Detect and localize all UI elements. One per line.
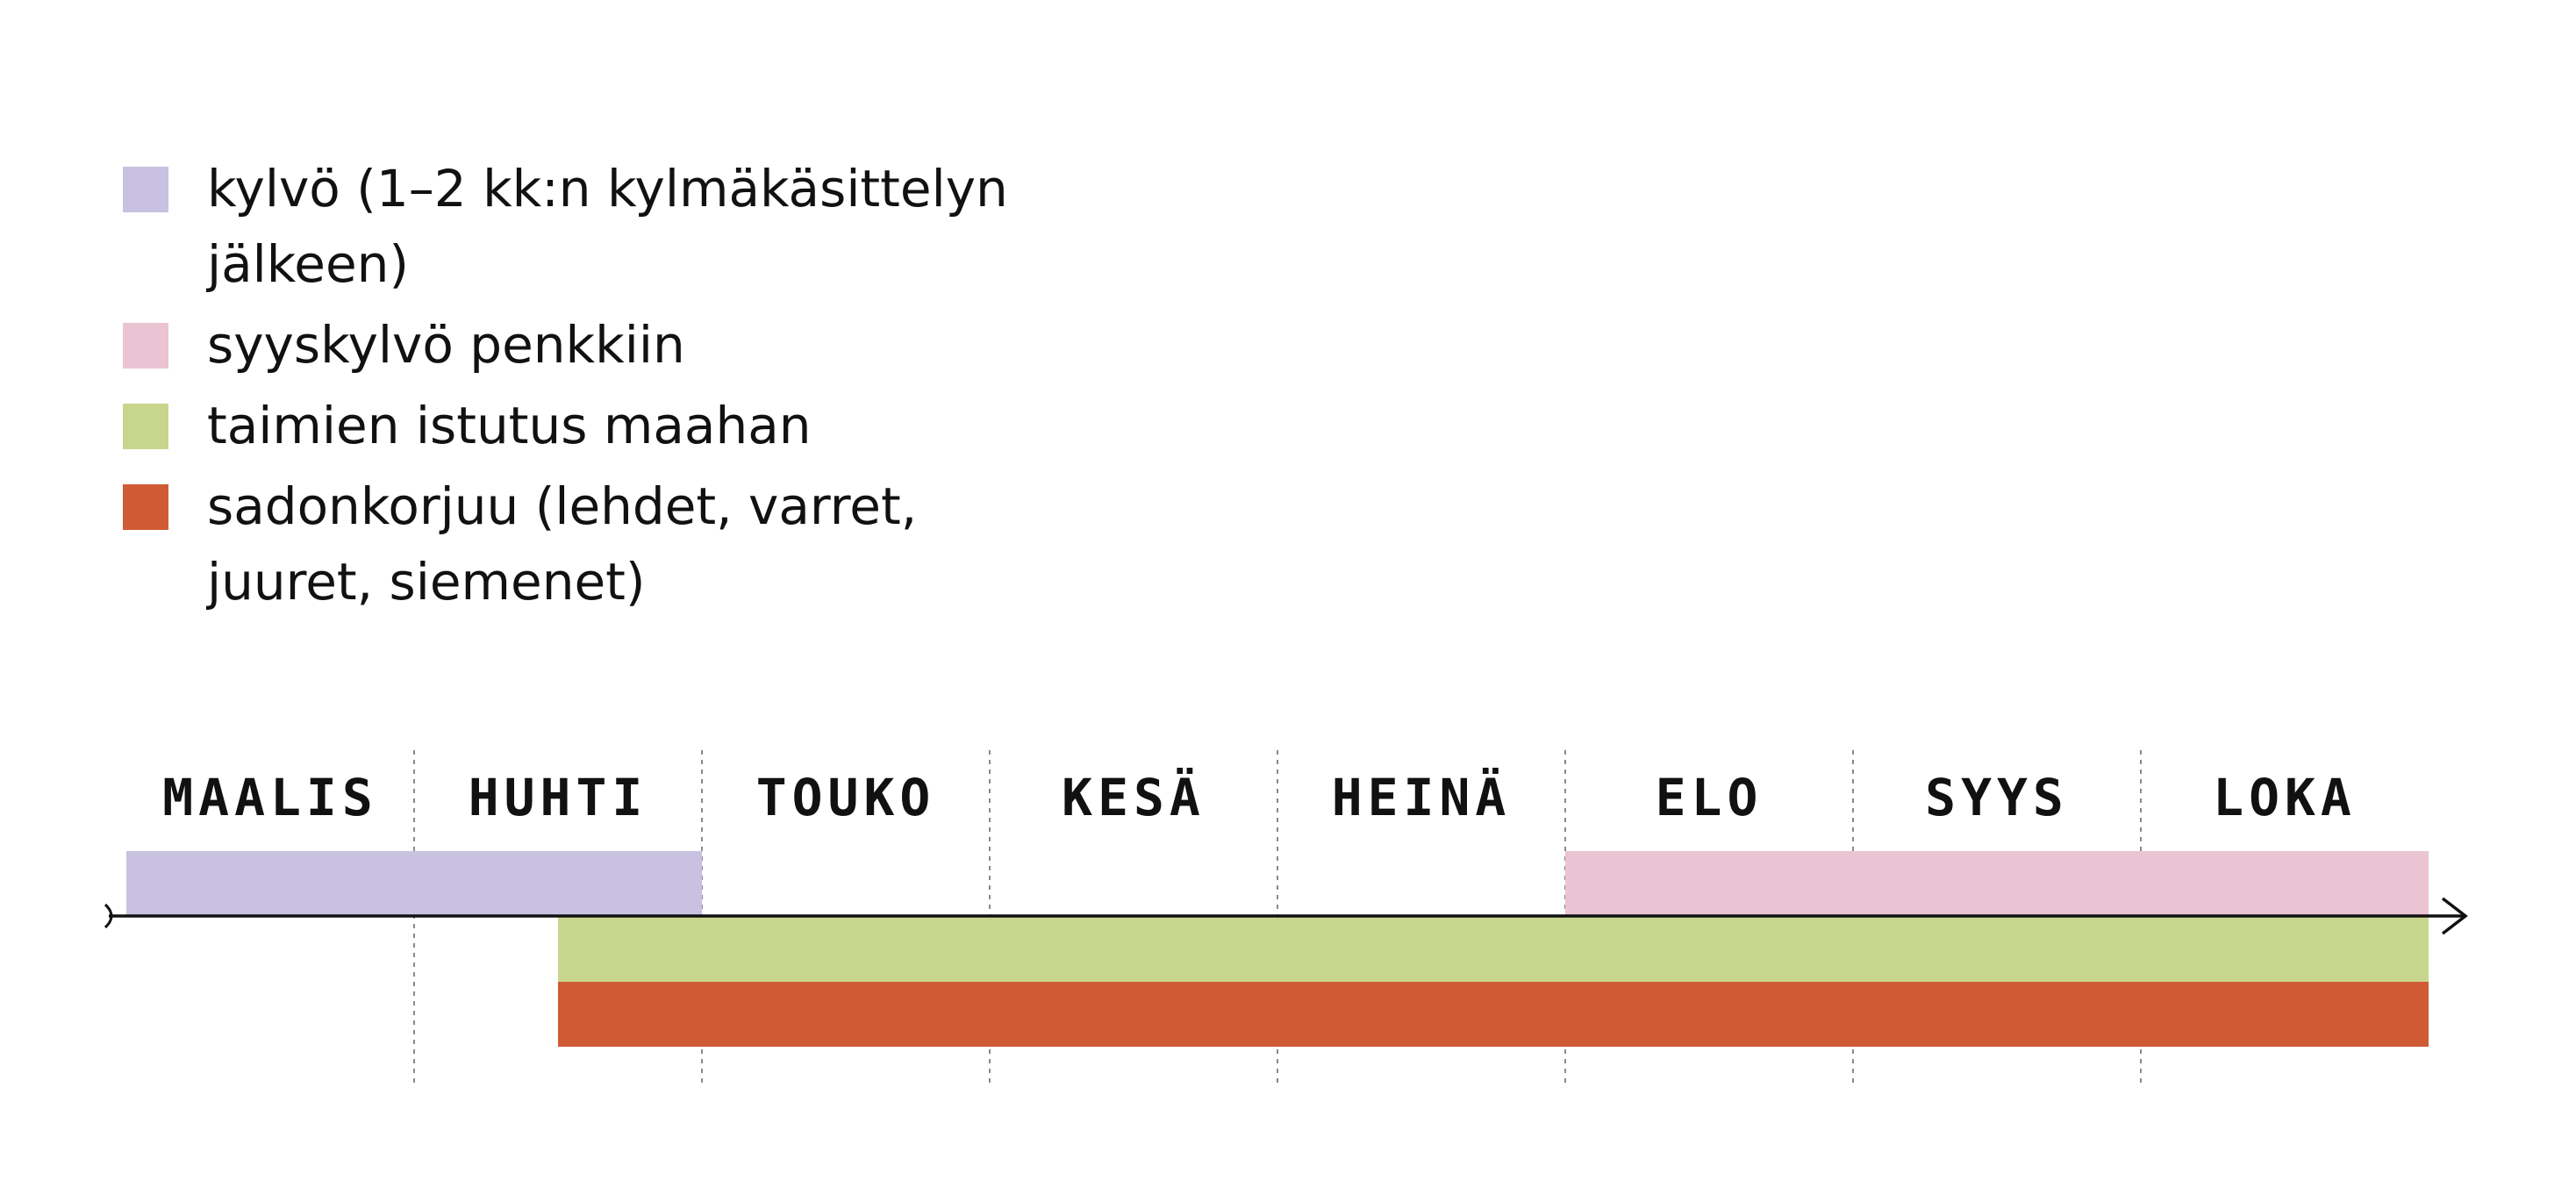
month-labels: MAALIS HUHTI TOUKO KESÄ HEINÄ ELO SYYS LOKA	[162, 767, 2357, 827]
legend-swatch-syyskylvo	[123, 323, 168, 369]
legend-item-sadonkorjuu: sadonkorjuu (lehdet, varret, juuret, sie…	[123, 469, 1049, 619]
chart-legend: kylvö (1–2 kk:n kylmäkäsittelyn jälkeen)…	[123, 151, 1049, 625]
month-label-1: HUHTI	[469, 768, 648, 827]
axis-arrowhead	[2441, 897, 2468, 935]
legend-label-istutus: taimien istutus maahan	[207, 396, 812, 455]
month-label-4: HEINÄ	[1332, 767, 1512, 827]
legend-item-syyskylvo: syyskylvö penkkiin	[123, 307, 1049, 383]
month-label-2: TOUKO	[756, 768, 936, 827]
bar-series-3	[558, 982, 2429, 1047]
bar-series-0	[126, 851, 702, 916]
bar-series-2	[558, 916, 2429, 982]
timeline-bars	[126, 851, 2429, 1047]
legend-label-kylvo: kylvö (1–2 kk:n kylmäkäsittelyn jälkeen)	[207, 159, 1008, 294]
month-label-0: MAALIS	[162, 768, 378, 827]
month-label-3: KESÄ	[1062, 767, 1206, 827]
legend-item-kylvo: kylvö (1–2 kk:n kylmäkäsittelyn jälkeen)	[123, 151, 1049, 302]
month-label-5: ELO	[1656, 768, 1764, 827]
month-label-6: SYYS	[1925, 768, 2069, 827]
bar-series-1	[1565, 851, 2429, 916]
legend-label-syyskylvo: syyskylvö penkkiin	[207, 315, 685, 375]
legend-item-istutus: taimien istutus maahan	[123, 388, 1049, 463]
legend-label-sadonkorjuu: sadonkorjuu (lehdet, varret, juuret, sie…	[207, 476, 918, 612]
legend-swatch-istutus	[123, 404, 168, 449]
legend-swatch-kylvo	[123, 167, 168, 212]
legend-swatch-sadonkorjuu	[123, 484, 168, 530]
month-label-7: LOKA	[2213, 768, 2357, 827]
time-axis	[104, 897, 2468, 935]
